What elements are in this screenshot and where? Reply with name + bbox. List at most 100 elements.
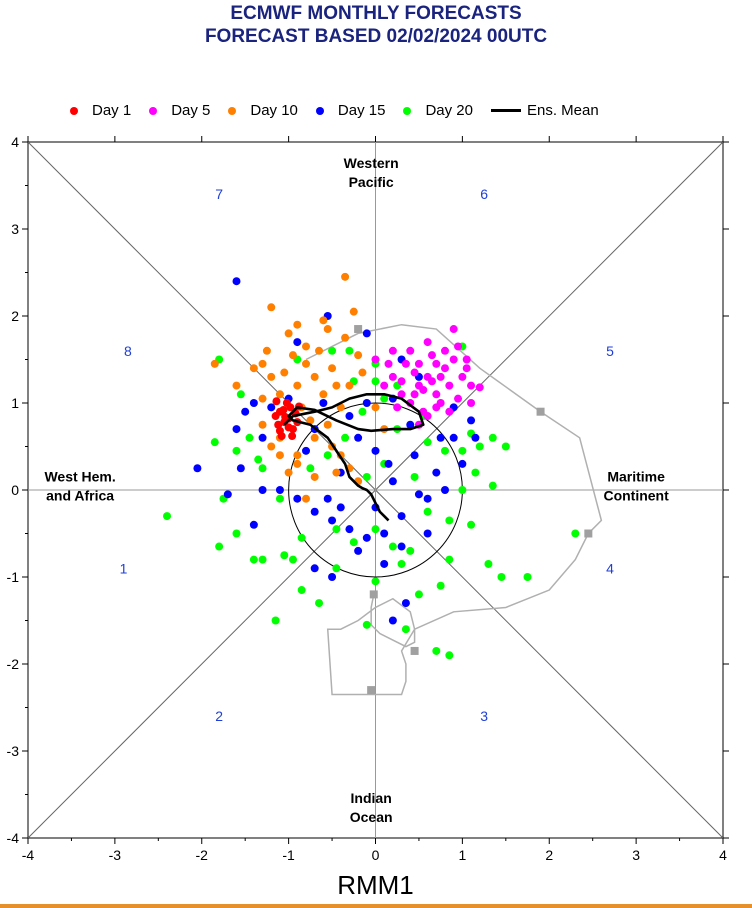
forecast-point-day20 [297,586,306,595]
forecast-point-day10 [323,325,332,334]
legend-item-day15: Day 15 [315,102,386,119]
forecast-point-day10 [341,333,350,342]
forecast-point-day20 [423,438,432,447]
forecast-point-day1 [274,420,283,429]
forecast-point-day10 [310,372,319,381]
legend: Day 1 Day 5 Day 10 Day 15 Day 20 Ens. Me… [70,102,617,119]
legend-label-day20: Day 20 [425,102,473,119]
forecast-point-day5 [388,372,397,381]
forecast-point-day10 [319,316,328,325]
forecast-point-day5 [393,403,402,412]
legend-dot-day1 [70,106,78,115]
x-tick-label: 0 [372,847,380,863]
forecast-point-day20 [275,494,284,503]
forecast-point-day15 [328,573,337,581]
forecast-point-day5 [436,372,445,381]
forecast-point-day15 [310,564,319,573]
y-tick-label: 1 [11,395,19,411]
forecast-point-day10 [284,468,293,477]
x-tick-label: 1 [458,847,466,863]
forecast-point-day10 [262,346,271,355]
legend-label-day15: Day 15 [337,102,386,119]
phase-label: 5 [606,343,614,359]
forecast-point-day10 [302,342,310,351]
forecast-point-day20 [271,616,280,625]
forecast-point-day20 [445,555,454,564]
forecast-point-day10 [328,364,337,373]
x-tick-label: -2 [196,847,209,863]
forecast-point-day20 [445,516,454,525]
forecast-point-day1 [272,397,281,406]
forecast-point-day20 [475,442,484,451]
forecast-point-day20 [371,577,380,586]
forecast-point-day1 [282,399,291,407]
forecast-point-day15 [471,433,480,442]
forecast-point-day10 [310,472,319,481]
forecast-point-day20 [371,525,380,534]
legend-line-ens-mean [490,109,521,112]
forecast-point-day15 [410,451,419,460]
forecast-point-day15 [354,546,363,555]
forecast-point-day20 [423,507,432,516]
forecast-point-day10 [284,329,293,338]
legend-label-day10: Day 10 [250,102,298,119]
forecast-point-day20 [215,542,224,551]
forecast-point-day20 [315,599,324,608]
y-tick-label: 0 [11,482,19,498]
forecast-point-day5 [427,351,436,360]
forecast-point-day15 [380,529,389,538]
forecast-point-day15 [406,420,415,429]
forecast-point-day15 [467,416,476,425]
forecast-point-day15 [414,490,423,499]
forecast-point-day15 [310,507,319,516]
legend-item-day5: Day 5 [149,102,210,119]
forecast-point-day20 [232,446,241,455]
forecast-point-day10 [267,442,276,451]
forecast-point-day10 [249,364,258,373]
forecast-point-day5 [454,342,463,351]
x-tick-label: -1 [282,847,295,863]
forecast-point-day10 [210,359,219,368]
forecast-point-day15 [267,403,276,412]
forecast-point-day5 [445,407,454,416]
forecast-point-day10 [267,303,276,312]
forecast-point-day10 [267,372,276,381]
forecast-point-day20 [254,455,263,464]
x-tick-label: 2 [545,847,553,863]
phase-label: 7 [215,186,223,202]
legend-item-day20: Day 20 [403,102,473,119]
forecast-point-day20 [401,625,410,634]
forecast-point-day20 [332,564,341,573]
forecast-point-day5 [449,355,458,364]
forecast-point-day20 [467,520,476,529]
forecast-point-day15 [362,329,371,338]
forecast-point-day20 [432,646,441,655]
forecast-point-day10 [332,381,341,390]
forecast-point-day10 [293,451,302,460]
forecast-point-day10 [323,420,332,429]
forecast-point-day20 [388,542,397,551]
forecast-point-day15 [223,490,232,499]
region-label: Western Pacific [344,155,399,190]
forecast-point-day20 [349,538,358,547]
legend-label-day1: Day 1 [92,102,132,119]
forecast-point-day5 [454,394,463,403]
forecast-point-day5 [467,399,476,407]
forecast-point-day15 [275,486,284,494]
region-label: Indian Ocean [350,790,393,825]
forecast-point-day15 [323,494,332,503]
forecast-point-day15 [328,516,337,525]
x-tick-label: -3 [109,847,122,863]
forecast-point-day20 [163,512,171,521]
forecast-point-day15 [293,494,302,503]
forecast-point-day20 [441,446,449,455]
forecast-point-day10 [354,351,363,360]
forecast-point-day15 [401,599,410,608]
chart-title: ECMWF MONTHLY FORECASTS [230,3,522,24]
forecast-point-day20 [397,559,406,568]
x-axis-label: RMM1 [337,870,414,900]
forecast-point-day10 [280,368,289,377]
forecast-point-day5 [427,377,436,386]
legend-dot-day10 [228,106,237,115]
forecast-point-day10 [332,468,341,477]
